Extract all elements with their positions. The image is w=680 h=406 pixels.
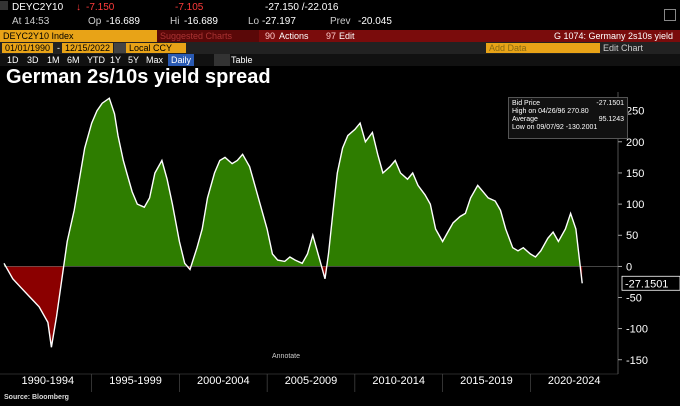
x-tick-label: 1995-1999	[109, 375, 162, 387]
x-tick-label: 1990-1994	[22, 375, 75, 387]
frequency-select[interactable]: Daily	[168, 54, 195, 66]
maximize-icon[interactable]	[664, 9, 676, 21]
date-range-bar: 01/01/1990 - 12/15/2022 Local CCY Add Da…	[0, 42, 680, 54]
currency-select[interactable]: Local CCY	[126, 43, 186, 53]
date-separator: -	[57, 43, 60, 53]
period-6m[interactable]: 6M	[67, 55, 80, 65]
legend-low-label: Low on 09/07/92	[512, 124, 564, 131]
actions-number: 90	[265, 31, 276, 41]
legend-low-value: -130.2001	[565, 124, 598, 131]
high-value: -16.689	[184, 16, 218, 27]
period-5y[interactable]: 5Y	[128, 55, 140, 65]
high-label: Hi	[170, 16, 180, 27]
x-tick-label: 2000-2004	[197, 375, 250, 387]
low-value: -27.197	[262, 16, 296, 27]
y-tick-label: -100	[626, 324, 648, 336]
legend-series-label: Bid Price	[512, 100, 541, 107]
x-tick-label: 2005-2009	[285, 375, 338, 387]
legend-low: Low on 09/07/92 -130.2001	[512, 124, 624, 132]
series-line	[3, 97, 583, 348]
x-tick-label: 2020-2024	[548, 375, 601, 387]
chart-legend: Bid Price -27.1501 High on 04/26/96 270.8…	[508, 97, 628, 139]
legend-high: High on 04/26/96 270.80	[512, 108, 624, 116]
security-toolbar: DEYC2Y10 Index Suggested Charts 90 Actio…	[0, 30, 680, 42]
period-3d[interactable]: 3D	[27, 55, 39, 65]
time-label: At 14:53	[12, 16, 50, 27]
start-date-field[interactable]: 01/01/1990	[2, 43, 54, 53]
add-data-input[interactable]: Add Data	[486, 43, 600, 53]
chart-name: G 1074: Germany 2s10s yield	[553, 31, 673, 41]
y-tick-label: 200	[626, 137, 644, 149]
edit-chart-button[interactable]: Edit Chart	[603, 43, 644, 53]
spread-chart[interactable]: 250 200 150 100 50 0 -50 -100 -150 -27.1501 1990-1…	[0, 90, 680, 394]
y-tick-label: 0	[626, 261, 632, 273]
bid-ask: -27.150 /-22.016	[265, 2, 339, 13]
period-1m[interactable]: 1M	[47, 55, 60, 65]
chart-title: German 2s/10s yield spread	[6, 66, 271, 88]
legend-series: Bid Price -27.1501	[512, 100, 624, 108]
positive-area	[4, 98, 581, 267]
legend-high-value: 270.80	[567, 108, 589, 115]
y-tick-label: 100	[626, 199, 644, 211]
y-tick-label: 150	[626, 168, 644, 180]
y-tick-label: 50	[626, 230, 638, 242]
y-tick-label: -150	[626, 355, 648, 367]
security-input[interactable]: DEYC2Y10 Index	[0, 30, 158, 42]
period-ytd[interactable]: YTD	[87, 55, 105, 65]
prev-value: -20.045	[358, 16, 392, 27]
prev-label: Prev	[330, 16, 351, 27]
suggested-charts-button[interactable]: Suggested Charts	[157, 30, 259, 42]
source-footer: Source: Bloomberg	[4, 394, 69, 401]
legend-high-label: High on 04/26/96	[512, 108, 566, 115]
legend-avg-value: 95.1243	[598, 116, 624, 123]
actions-menu[interactable]: Actions	[279, 31, 309, 41]
net-change: -7.105	[175, 2, 204, 13]
monitor-icon	[0, 1, 8, 10]
open-label: Op	[88, 16, 102, 27]
calendar-icon[interactable]	[114, 43, 128, 53]
legend-series-value: -27.1501	[596, 100, 624, 107]
table-button[interactable]: Table	[231, 55, 253, 65]
period-max[interactable]: Max	[146, 55, 164, 65]
open-value: -16.689	[106, 16, 140, 27]
x-tick-label: 2010-2014	[372, 375, 425, 387]
annotate-button[interactable]: Annotate	[272, 353, 300, 360]
down-arrow-icon: ↓	[76, 2, 81, 13]
edit-number: 97	[326, 31, 337, 41]
low-label: Lo	[248, 16, 260, 27]
y-tick-label: 250	[626, 106, 644, 118]
end-date-field[interactable]: 12/15/2022	[62, 43, 114, 53]
period-1d[interactable]: 1D	[7, 55, 19, 65]
legend-avg: Average 95.1243	[512, 116, 624, 124]
last-value-label: -27.1501	[625, 278, 668, 290]
edit-menu[interactable]: Edit	[339, 31, 355, 41]
quote-header: DEYC2Y10 ↓ -7.150 -7.105 -27.150 /-22.01…	[0, 0, 680, 30]
legend-avg-label: Average	[512, 116, 538, 123]
ticker-symbol[interactable]: DEYC2Y10	[12, 2, 64, 13]
line-chart-icon[interactable]	[214, 54, 230, 66]
x-tick-label: 2015-2019	[460, 375, 513, 387]
last-price: -7.150	[86, 2, 115, 13]
period-1y[interactable]: 1Y	[110, 55, 122, 65]
y-tick-label: -50	[626, 293, 642, 305]
last-value-box	[621, 275, 680, 291]
period-bar: 1D 3D 1M 6M YTD 1Y 5Y Max Daily Table	[0, 54, 680, 66]
